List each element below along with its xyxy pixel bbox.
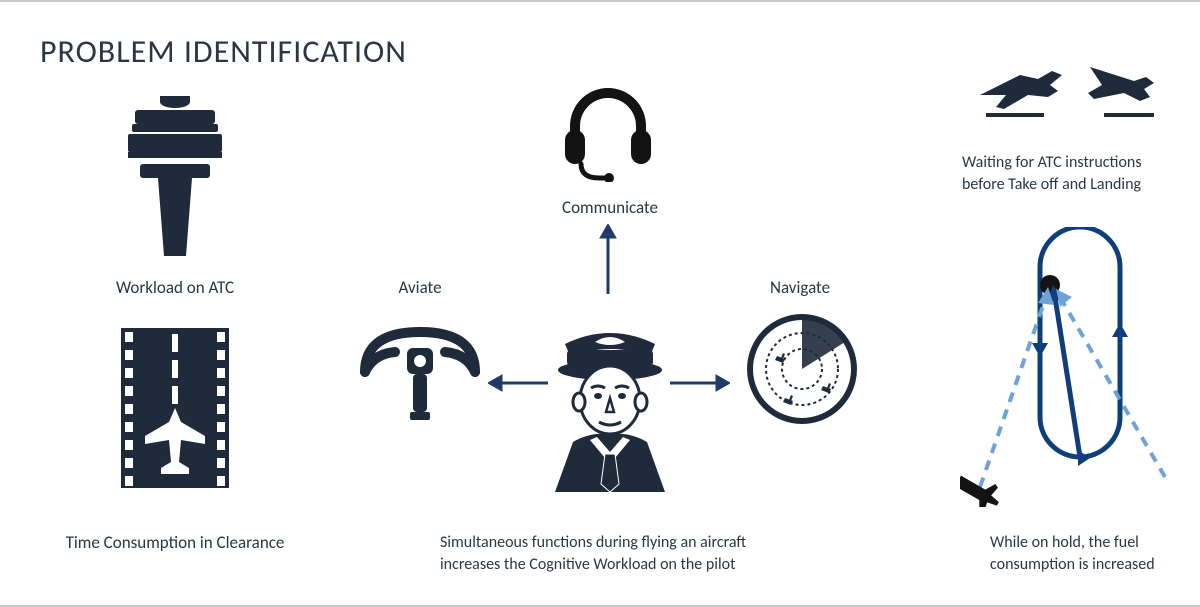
center-caption-line2b: on the pilot <box>656 555 735 574</box>
center-caption: Simultaneous functions during flying an … <box>440 532 840 575</box>
takeoff-landing-icon <box>970 47 1170 142</box>
radar-icon <box>745 312 860 432</box>
center-caption-line1: Simultaneous functions during flying an … <box>440 533 746 552</box>
pilot-icon <box>535 292 685 497</box>
hold-line2: consumption is increased <box>990 555 1155 574</box>
hold-caption: While on hold, the fuel consumption is i… <box>990 532 1200 575</box>
headset-icon <box>553 82 663 187</box>
arrow-up-icon <box>597 224 619 294</box>
center-caption-line2a: increases the <box>440 555 529 574</box>
yoke-icon <box>355 312 485 437</box>
page-title: PROBLEM IDENTIFICATION <box>40 32 407 71</box>
runway-label: Time Consumption in Clearance <box>50 532 300 553</box>
aviate-label: Aviate <box>370 277 470 298</box>
takeoff-line1: Waiting for ATC instructions <box>962 153 1142 172</box>
hold-line1: While on hold, the fuel <box>990 533 1139 552</box>
atc-tower-icon <box>110 92 240 267</box>
takeoff-line2: before Take off and Landing <box>962 175 1141 194</box>
communicate-label: Communicate <box>540 197 680 218</box>
runway-icon <box>115 322 235 502</box>
center-caption-bold: Cognitive Workload <box>529 555 656 574</box>
atc-label: Workload on ATC <box>70 277 280 298</box>
navigate-label: Navigate <box>750 277 850 298</box>
takeoff-caption: Waiting for ATC instructions before Take… <box>962 152 1192 195</box>
holding-pattern-icon <box>960 227 1180 512</box>
